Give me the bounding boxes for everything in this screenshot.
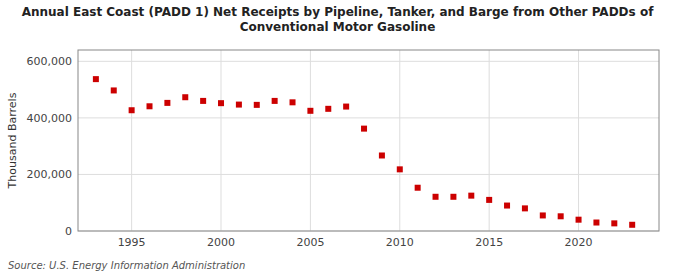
data-point: [325, 106, 331, 112]
y-grid-line: [78, 117, 659, 118]
grid: [78, 50, 659, 231]
plot-frame: [78, 50, 659, 231]
title-line: Annual East Coast (PADD 1) Net Receipts …: [22, 5, 654, 19]
data-point: [611, 220, 617, 226]
data-point: [307, 108, 313, 114]
y-grid-line: [78, 174, 659, 175]
x-grid-line: [310, 50, 311, 231]
data-point: [397, 166, 403, 172]
source-note: Source: U.S. Energy Information Administ…: [8, 260, 245, 271]
y-tick-label: 200,000: [27, 168, 73, 181]
data-point: [182, 94, 188, 100]
data-point: [254, 102, 260, 108]
data-point: [504, 203, 510, 209]
y-tick-label: 600,000: [27, 55, 73, 68]
data-point: [629, 222, 635, 228]
data-point: [290, 99, 296, 105]
x-tick-label: 2015: [475, 236, 503, 249]
data-point: [93, 76, 99, 82]
data-point: [593, 220, 599, 226]
title-line: Conventional Motor Gasoline: [240, 20, 436, 34]
data-point: [236, 102, 242, 108]
chart-container: Annual East Coast (PADD 1) Net Receipts …: [0, 0, 675, 275]
x-grid-line: [399, 50, 400, 231]
data-point: [450, 194, 456, 200]
x-tick-label: 2010: [386, 236, 414, 249]
x-grid-line: [489, 50, 490, 231]
data-point: [576, 217, 582, 223]
x-grid-line: [131, 50, 132, 231]
data-point: [218, 100, 224, 106]
data-point: [540, 212, 546, 218]
y-grid-line: [78, 61, 659, 62]
x-tick-label: 1995: [118, 236, 146, 249]
x-grid-line: [221, 50, 222, 231]
data-point: [379, 152, 385, 158]
data-point: [558, 213, 564, 219]
y-tick-label: 0: [65, 225, 72, 238]
data-point: [111, 87, 117, 93]
data-point: [272, 98, 278, 104]
y-axis-label: Thousand Barrels: [6, 92, 19, 189]
data-point: [200, 98, 206, 104]
chart-svg: Annual East Coast (PADD 1) Net Receipts …: [0, 0, 675, 275]
data-point: [486, 197, 492, 203]
title: Annual East Coast (PADD 1) Net Receipts …: [22, 5, 654, 34]
data-point: [433, 194, 439, 200]
data-point: [522, 205, 528, 211]
data-point: [361, 126, 367, 132]
x-grid-line: [578, 50, 579, 231]
data-point: [129, 107, 135, 113]
x-tick-label: 2005: [296, 236, 324, 249]
points: [93, 76, 635, 228]
data-point: [343, 104, 349, 110]
data-point: [164, 100, 170, 106]
data-point: [468, 193, 474, 199]
y-tick-label: 400,000: [27, 112, 73, 125]
x-tick-label: 2000: [207, 236, 235, 249]
data-point: [147, 103, 153, 109]
x-tick-label: 2020: [565, 236, 593, 249]
data-point: [415, 185, 421, 191]
